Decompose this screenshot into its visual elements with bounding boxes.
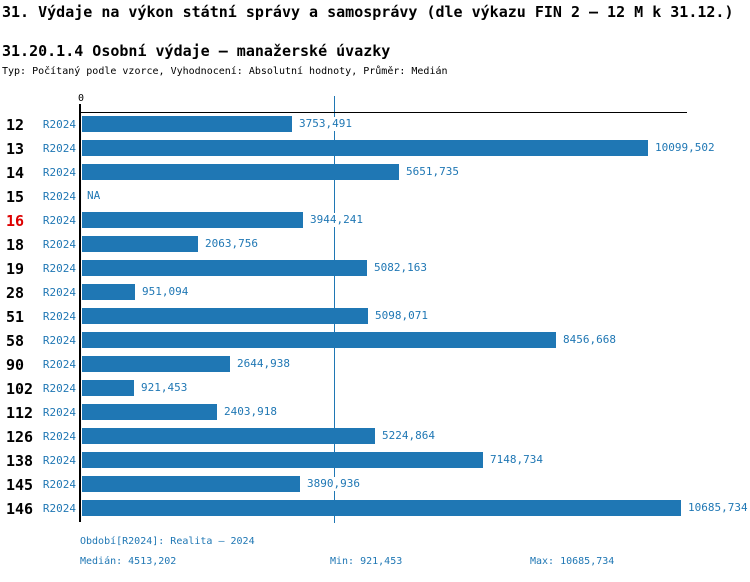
bar[interactable]	[82, 260, 367, 276]
footer-min-label: Min: 921,453	[330, 556, 403, 567]
bar-value-label: 5651,735	[405, 165, 460, 179]
bar-value-label: 5098,071	[374, 309, 429, 323]
bar-value-label: 921,453	[140, 381, 189, 395]
row-series-label: R2024	[42, 382, 76, 395]
chart-row: 126 R2024 5224,864	[0, 424, 750, 448]
row-series-label: R2024	[42, 358, 76, 371]
chart-row: 146 R2024 10685,734	[0, 496, 750, 520]
row-series-label: R2024	[42, 454, 76, 467]
chart-row: 112 R2024 2403,918	[0, 400, 750, 424]
bar[interactable]	[82, 140, 648, 156]
row-series-label: R2024	[42, 286, 76, 299]
chart-row: 19 R2024 5082,163	[0, 256, 750, 280]
row-series-label: R2024	[42, 142, 76, 155]
row-id-label: 126	[6, 428, 34, 446]
bar[interactable]	[82, 452, 483, 468]
footer-period-label: Období[R2024]: Realita – 2024	[80, 536, 255, 547]
bar[interactable]	[82, 164, 399, 180]
row-id-label: 14	[6, 164, 25, 182]
page-title: 31. Výdaje na výkon státní správy a samo…	[2, 3, 734, 21]
row-series-label: R2024	[42, 502, 76, 515]
row-series-label: R2024	[42, 406, 76, 419]
chart-row: 13 R2024 10099,502	[0, 136, 750, 160]
bar-value-label: NA	[86, 189, 102, 203]
row-id-label: 16	[6, 212, 25, 230]
row-id-label: 138	[6, 452, 34, 470]
bar-value-label: 8456,668	[562, 333, 617, 347]
bar[interactable]	[82, 380, 134, 396]
row-id-label: 12	[6, 116, 25, 134]
row-id-label: 146	[6, 500, 34, 518]
bar-value-label: 3944,241	[309, 213, 364, 227]
bar-value-label: 3753,491	[298, 117, 353, 131]
chart-row: 16 R2024 3944,241	[0, 208, 750, 232]
row-series-label: R2024	[42, 238, 76, 251]
bar-value-label: 7148,734	[489, 453, 544, 467]
row-series-label: R2024	[42, 334, 76, 347]
chart-row: 28 R2024 951,094	[0, 280, 750, 304]
y-axis-line	[79, 104, 81, 522]
bar-value-label: 3890,936	[306, 477, 361, 491]
chart-row: 14 R2024 5651,735	[0, 160, 750, 184]
bar[interactable]	[82, 116, 292, 132]
row-id-label: 112	[6, 404, 34, 422]
chart-row: 58 R2024 8456,668	[0, 328, 750, 352]
x-axis-line	[80, 112, 687, 113]
bar-value-label: 5082,163	[373, 261, 428, 275]
chart-row: 138 R2024 7148,734	[0, 448, 750, 472]
chart-row: 18 R2024 2063,756	[0, 232, 750, 256]
bar[interactable]	[82, 308, 368, 324]
chart-row: 145 R2024 3890,936	[0, 472, 750, 496]
bar[interactable]	[82, 284, 135, 300]
bar-value-label: 2403,918	[223, 405, 278, 419]
bar[interactable]	[82, 332, 556, 348]
row-id-label: 13	[6, 140, 25, 158]
x-axis-zero-tick-label: 0	[77, 93, 85, 104]
bar[interactable]	[82, 212, 303, 228]
bar[interactable]	[82, 428, 375, 444]
bar[interactable]	[82, 476, 300, 492]
bar-value-label: 5224,864	[381, 429, 436, 443]
row-series-label: R2024	[42, 118, 76, 131]
bar[interactable]	[82, 236, 198, 252]
footer-median-label: Medián: 4513,202	[80, 556, 177, 567]
row-id-label: 145	[6, 476, 34, 494]
row-id-label: 19	[6, 260, 25, 278]
row-id-label: 18	[6, 236, 25, 254]
chart-row: 15 R2024 NA	[0, 184, 750, 208]
chart-row: 12 R2024 3753,491	[0, 112, 750, 136]
row-series-label: R2024	[42, 430, 76, 443]
row-series-label: R2024	[42, 478, 76, 491]
bar[interactable]	[82, 500, 681, 516]
row-id-label: 28	[6, 284, 25, 302]
indicator-subtitle: 31.20.1.4 Osobní výdaje – manažerské úva…	[2, 42, 391, 60]
footer-max-label: Max: 10685,734	[530, 556, 615, 567]
row-id-label: 102	[6, 380, 34, 398]
row-id-label: 90	[6, 356, 25, 374]
bar-value-label: 10099,502	[654, 141, 716, 155]
bar-value-label: 2644,938	[236, 357, 291, 371]
row-series-label: R2024	[42, 310, 76, 323]
chart-row: 51 R2024 5098,071	[0, 304, 750, 328]
bar-value-label: 2063,756	[204, 237, 259, 251]
row-id-label: 15	[6, 188, 25, 206]
row-id-label: 58	[6, 332, 25, 350]
bar-value-label: 951,094	[141, 285, 190, 299]
bar[interactable]	[82, 404, 217, 420]
chart-row: 90 R2024 2644,938	[0, 352, 750, 376]
bar[interactable]	[82, 356, 230, 372]
row-series-label: R2024	[42, 262, 76, 275]
row-series-label: R2024	[42, 214, 76, 227]
row-series-label: R2024	[42, 190, 76, 203]
indicator-meta-line: Typ: Počítaný podle vzorce, Vyhodnocení:…	[2, 66, 448, 77]
chart-row: 102 R2024 921,453	[0, 376, 750, 400]
row-id-label: 51	[6, 308, 25, 326]
row-series-label: R2024	[42, 166, 76, 179]
bar-value-label: 10685,734	[687, 501, 749, 515]
